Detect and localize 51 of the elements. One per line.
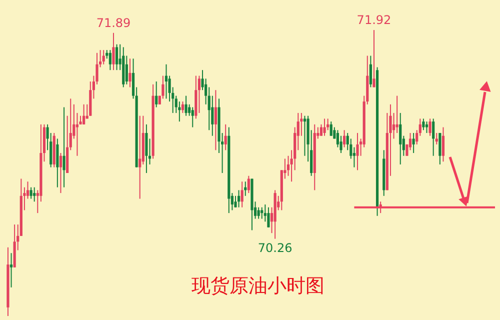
candlestick (425, 121, 428, 134)
candlestick (438, 132, 442, 165)
candlestick (372, 30, 376, 88)
candlestick (323, 118, 326, 136)
candlestick (191, 106, 194, 128)
candlestick (428, 118, 432, 136)
candlestick (115, 44, 118, 71)
candlestick (125, 55, 128, 85)
candlestick (33, 186, 36, 202)
candlestick (181, 101, 184, 114)
annotation: 70.26 (258, 240, 292, 255)
candlestick (214, 90, 218, 151)
candlestick (164, 64, 168, 100)
candlestick (257, 206, 260, 220)
candlestick (62, 106, 66, 188)
candlestick (82, 104, 86, 125)
candlestick (330, 121, 332, 136)
annotation: 71.92 (356, 13, 392, 28)
candlestick (352, 146, 356, 168)
candlestick (59, 152, 62, 194)
candlestick (260, 206, 264, 220)
candlestick (102, 50, 105, 65)
candlestick (343, 130, 346, 148)
candlestick (442, 126, 445, 162)
candlestick (155, 81, 158, 108)
candlestick (267, 206, 270, 228)
candlestick (247, 175, 250, 194)
candlestick (112, 32, 115, 71)
annotation: 71.89 (96, 16, 131, 30)
candlestick (303, 115, 306, 156)
candlestick (237, 190, 240, 208)
candlestick (184, 95, 188, 116)
candlestick (56, 138, 59, 188)
candlestick (356, 132, 359, 171)
candlestick (76, 112, 79, 156)
text: 现货原油小时图 (192, 276, 324, 297)
candlestick (10, 252, 13, 288)
candlestick (128, 58, 132, 88)
candlestick (399, 112, 402, 165)
candlestick (396, 95, 398, 134)
candlestick (145, 124, 148, 174)
candlestick (412, 132, 415, 154)
candlestick (422, 118, 425, 131)
candlestick (435, 132, 438, 145)
candlestick (224, 124, 227, 151)
candlestick (240, 181, 244, 208)
candlestick (138, 115, 142, 200)
candlestick (369, 55, 372, 88)
candlestick (432, 118, 435, 156)
candlestick (108, 50, 112, 71)
candlestick (30, 186, 32, 200)
